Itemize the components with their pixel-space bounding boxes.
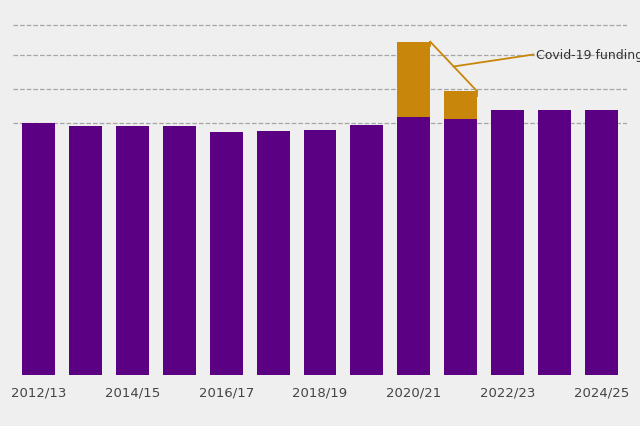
Bar	[538, 111, 571, 375]
Bar	[444, 119, 477, 375]
Bar	[257, 131, 289, 375]
Bar	[210, 133, 243, 375]
Bar	[69, 127, 102, 375]
Bar	[585, 111, 618, 375]
Bar	[351, 126, 383, 375]
Bar	[116, 127, 149, 375]
Bar	[491, 111, 524, 375]
Bar	[163, 127, 196, 375]
Bar	[303, 130, 337, 375]
Bar	[22, 124, 55, 375]
Bar	[397, 43, 430, 118]
Bar	[444, 92, 477, 119]
Text: Covid-19 funding: Covid-19 funding	[536, 49, 640, 62]
Bar	[397, 118, 430, 375]
